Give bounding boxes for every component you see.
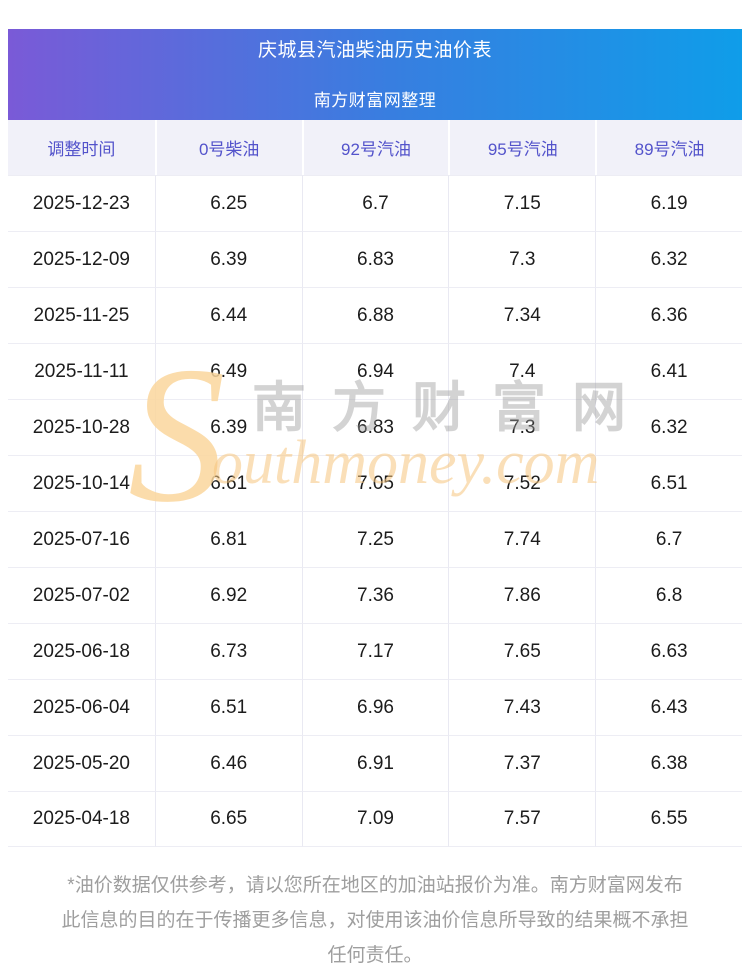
price-cell: 7.86 (448, 567, 596, 623)
table-row: 2025-11-25 6.44 6.88 7.34 6.36 (8, 287, 742, 343)
price-cell: 6.51 (154, 679, 302, 735)
price-cell: 6.91 (301, 735, 449, 791)
price-cell: 6.88 (301, 287, 449, 343)
date-cell: 2025-10-14 (8, 455, 155, 511)
page-title: 庆城县汽油柴油历史油价表 (257, 40, 492, 61)
price-cell: 7.25 (301, 511, 449, 567)
price-cell: 6.19 (595, 175, 742, 231)
date-cell: 2025-04-18 (8, 791, 155, 847)
price-cell: 7.52 (448, 455, 596, 511)
price-cell: 7.43 (448, 679, 596, 735)
column-header-3: 95号汽油 (448, 120, 596, 175)
price-cell: 7.34 (448, 287, 596, 343)
date-cell: 2025-12-23 (8, 175, 155, 231)
table-head: 调整时间 0号柴油 92号汽油 95号汽油 89号汽油 (8, 120, 742, 175)
price-cell: 6.36 (595, 287, 742, 343)
price-cell: 6.96 (301, 679, 449, 735)
table-row: 2025-12-09 6.39 6.83 7.3 6.32 (8, 231, 742, 287)
price-cell: 6.63 (595, 623, 742, 679)
price-cell: 6.32 (595, 399, 742, 455)
date-cell: 2025-11-25 (8, 287, 155, 343)
column-header-2: 92号汽油 (301, 120, 449, 175)
table-row: 2025-06-04 6.51 6.96 7.43 6.43 (8, 679, 742, 735)
price-cell: 6.55 (595, 791, 742, 847)
price-cell: 6.83 (301, 399, 449, 455)
price-cell: 6.44 (154, 287, 302, 343)
price-cell: 7.3 (448, 399, 596, 455)
column-header-0: 调整时间 (8, 120, 155, 175)
date-cell: 2025-10-28 (8, 399, 155, 455)
price-cell: 6.61 (154, 455, 302, 511)
disclaimer-line: 此信息的目的在于传播更多信息，对使用该油价信息所导致的结果概不承担 (61, 910, 689, 931)
price-cell: 6.32 (595, 231, 742, 287)
price-cell: 6.25 (154, 175, 302, 231)
disclaimer-line: 任何责任。 (327, 945, 423, 966)
price-cell: 7.57 (448, 791, 596, 847)
page-subtitle: 南方财富网整理 (313, 91, 437, 110)
date-cell: 2025-06-04 (8, 679, 155, 735)
table-body: 2025-12-23 6.25 6.7 7.15 6.19 2025-12-09 6.39 6… (8, 175, 742, 847)
price-cell: 6.65 (154, 791, 302, 847)
disclaimer: *油价数据仅供参考，请以您所在地区的加油站报价为准。南方财富网发布 此信息的目的… (35, 868, 715, 973)
price-cell: 6.39 (154, 399, 302, 455)
table-row: 2025-11-11 6.49 6.94 7.4 6.41 (8, 343, 742, 399)
price-cell: 6.7 (301, 175, 449, 231)
date-cell: 2025-07-02 (8, 567, 155, 623)
price-cell: 6.43 (595, 679, 742, 735)
price-cell: 7.05 (301, 455, 449, 511)
column-header-1: 0号柴油 (154, 120, 302, 175)
date-cell: 2025-06-18 (8, 623, 155, 679)
table-header-row: 调整时间 0号柴油 92号汽油 95号汽油 89号汽油 (8, 120, 742, 175)
table-row: 2025-10-28 6.39 6.83 7.3 6.32 (8, 399, 742, 455)
table-row: 2025-07-16 6.81 7.25 7.74 6.7 (8, 511, 742, 567)
price-cell: 7.36 (301, 567, 449, 623)
oil-price-table: 调整时间 0号柴油 92号汽油 95号汽油 89号汽油 2025-12-23 6.25 6.… (8, 120, 742, 847)
price-cell: 6.39 (154, 231, 302, 287)
price-cell: 7.09 (301, 791, 449, 847)
table-title-banner: 庆城县汽油柴油历史油价表 南方财富网整理 (8, 29, 742, 120)
price-cell: 7.15 (448, 175, 596, 231)
price-cell: 6.41 (595, 343, 742, 399)
price-cell: 6.94 (301, 343, 449, 399)
price-cell: 6.49 (154, 343, 302, 399)
date-cell: 2025-12-09 (8, 231, 155, 287)
price-cell: 6.51 (595, 455, 742, 511)
price-cell: 6.81 (154, 511, 302, 567)
price-cell: 6.83 (301, 231, 449, 287)
price-cell: 6.38 (595, 735, 742, 791)
table-row: 2025-12-23 6.25 6.7 7.15 6.19 (8, 175, 742, 231)
date-cell: 2025-07-16 (8, 511, 155, 567)
price-cell: 6.92 (154, 567, 302, 623)
price-cell: 7.17 (301, 623, 449, 679)
column-header-4: 89号汽油 (595, 120, 742, 175)
table-row: 2025-06-18 6.73 7.17 7.65 6.63 (8, 623, 742, 679)
price-cell: 7.37 (448, 735, 596, 791)
price-cell: 7.3 (448, 231, 596, 287)
table-row: 2025-04-18 6.65 7.09 7.57 6.55 (8, 791, 742, 847)
price-cell: 6.7 (595, 511, 742, 567)
price-cell: 6.46 (154, 735, 302, 791)
price-cell: 6.73 (154, 623, 302, 679)
date-cell: 2025-05-20 (8, 735, 155, 791)
price-cell: 6.8 (595, 567, 742, 623)
disclaimer-line: *油价数据仅供参考，请以您所在地区的加油站报价为准。南方财富网发布 (67, 875, 683, 896)
price-cell: 7.74 (448, 511, 596, 567)
price-cell: 7.4 (448, 343, 596, 399)
price-cell: 7.65 (448, 623, 596, 679)
date-cell: 2025-11-11 (8, 343, 155, 399)
table-row: 2025-07-02 6.92 7.36 7.86 6.8 (8, 567, 742, 623)
table-row: 2025-10-14 6.61 7.05 7.52 6.51 (8, 455, 742, 511)
table-row: 2025-05-20 6.46 6.91 7.37 6.38 (8, 735, 742, 791)
